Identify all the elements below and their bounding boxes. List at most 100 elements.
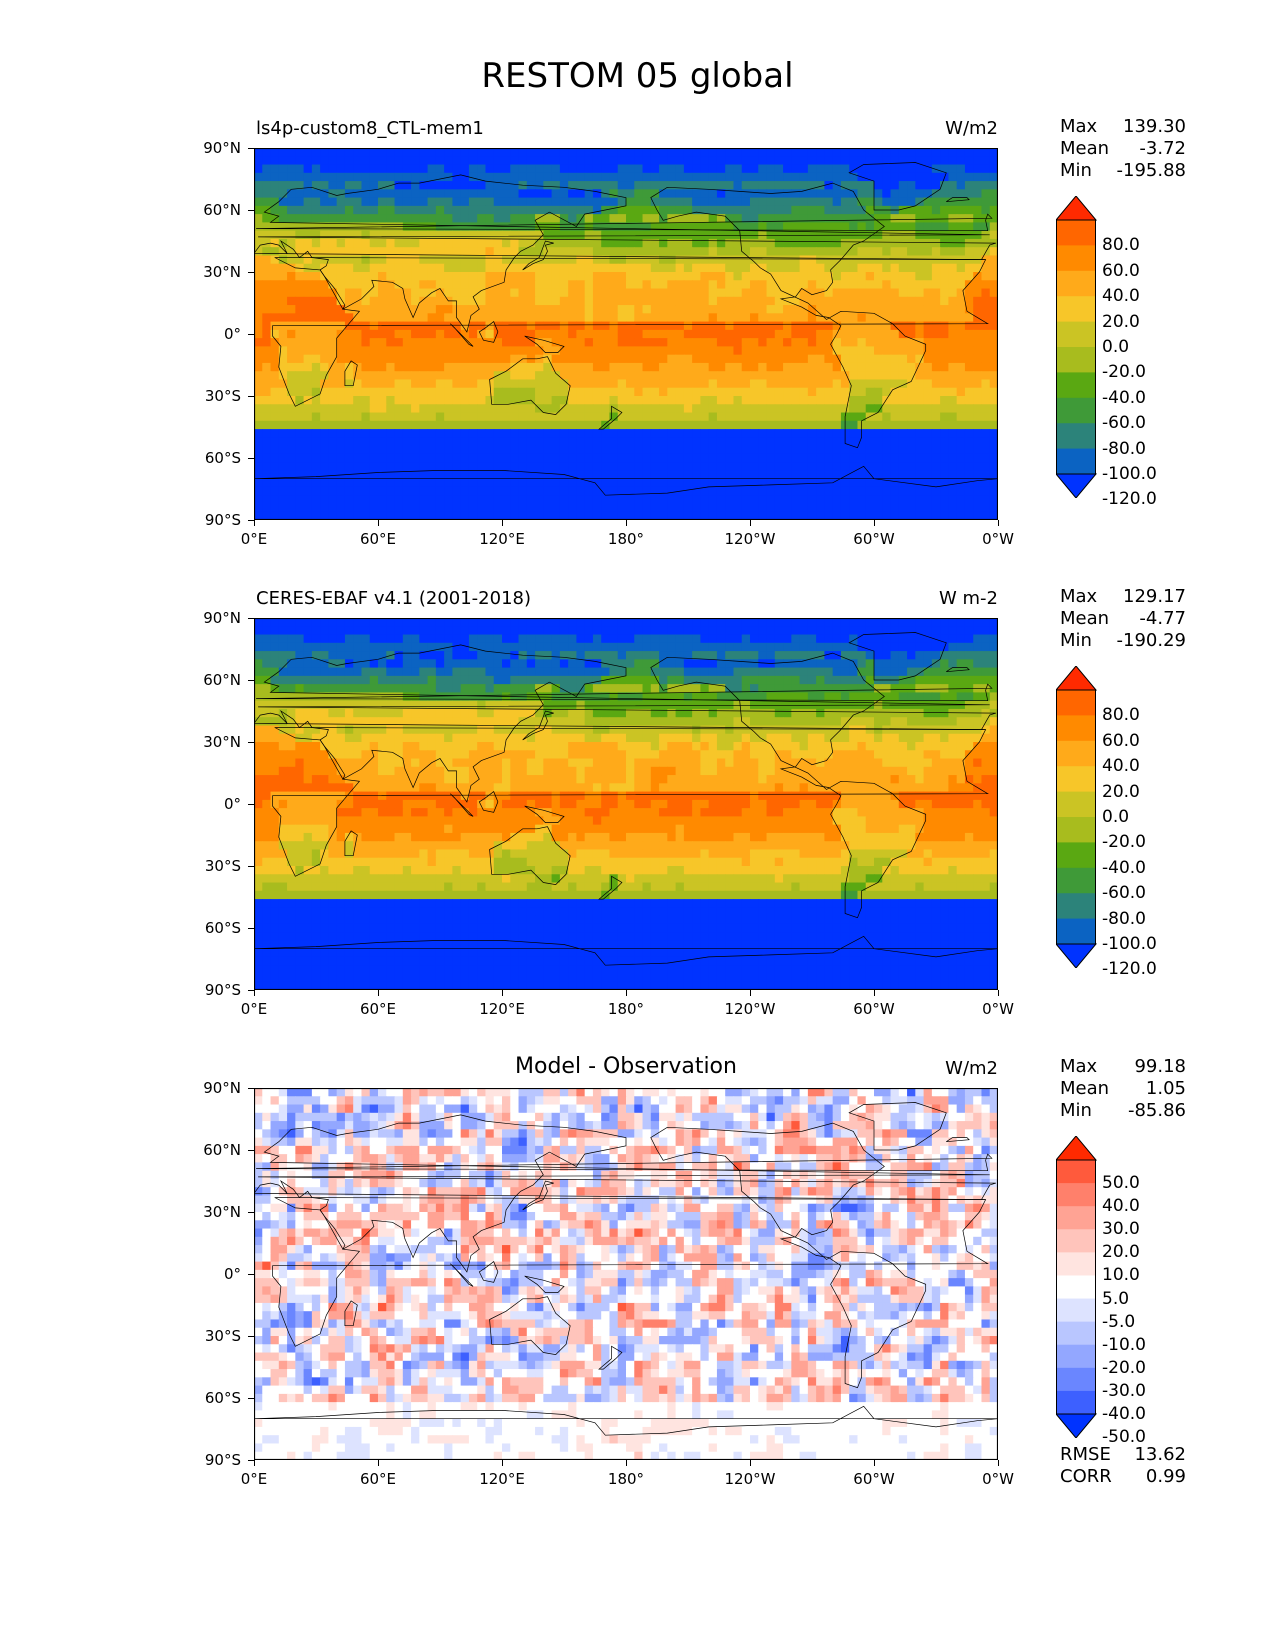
- field-cell: [452, 329, 462, 339]
- field-cell: [898, 387, 908, 397]
- longitude-label: 120°E: [479, 530, 525, 548]
- field-cell: [361, 321, 371, 331]
- field-cell: [642, 272, 652, 281]
- coastline: [254, 465, 998, 496]
- field-cell: [311, 412, 321, 422]
- field-cell: [725, 238, 735, 248]
- field-cell: [435, 164, 445, 174]
- field-cell: [468, 634, 478, 644]
- field-cell: [874, 511, 883, 520]
- field-cell: [510, 362, 520, 372]
- field-cell: [849, 618, 859, 627]
- field-cell: [411, 486, 420, 496]
- field-cell: [956, 222, 966, 232]
- field-cell: [708, 429, 718, 438]
- field-cell: [824, 659, 834, 669]
- field-cell: [485, 238, 495, 248]
- field-cell: [568, 420, 577, 430]
- field-cell: [708, 420, 718, 430]
- field-cell: [468, 462, 478, 471]
- latitude-label: 60°S: [204, 449, 241, 467]
- field-cell: [295, 495, 305, 505]
- field-cell: [907, 296, 916, 306]
- field-cell: [427, 503, 437, 513]
- field-cell: [816, 181, 825, 190]
- field-cell: [617, 346, 627, 356]
- field-cell: [940, 305, 949, 314]
- field-cell: [667, 462, 677, 471]
- field-cell: [592, 404, 602, 414]
- field-cell: [964, 238, 974, 248]
- field-cell: [956, 346, 966, 356]
- field-cell: [700, 321, 710, 331]
- field-cell: [287, 263, 296, 273]
- field-cell: [907, 420, 916, 430]
- field-cell: [989, 354, 998, 364]
- field-cell: [287, 379, 296, 389]
- field-cell: [328, 148, 338, 157]
- field-cell: [650, 362, 660, 372]
- field-cell: [915, 387, 925, 397]
- field-cell: [336, 412, 346, 422]
- field-cell: [708, 148, 718, 157]
- field-cell: [551, 272, 561, 281]
- field-cell: [320, 486, 329, 496]
- field-cell: [981, 313, 991, 323]
- field-cell: [940, 445, 949, 455]
- field-cell: [849, 412, 859, 422]
- field-cell: [576, 189, 586, 199]
- field-cell: [477, 453, 487, 463]
- field-cell: [716, 329, 726, 339]
- field-cell: [766, 346, 776, 356]
- field-cell: [344, 626, 354, 636]
- field-cell: [683, 272, 693, 281]
- field-cell: [741, 651, 751, 660]
- field-cell: [849, 379, 859, 389]
- field-cell: [468, 148, 478, 157]
- field-cell: [750, 412, 759, 422]
- field-cell: [964, 675, 974, 685]
- field-cell: [411, 684, 420, 693]
- field-cell: [750, 305, 759, 314]
- field-cell: [584, 238, 594, 248]
- field-cell: [452, 164, 462, 174]
- field-cell: [766, 445, 776, 455]
- field-cell: [799, 412, 809, 422]
- field-cell: [741, 197, 751, 207]
- field-cell: [353, 263, 363, 273]
- field-cell: [493, 164, 503, 174]
- coastline: [598, 405, 623, 430]
- field-cell: [940, 429, 949, 438]
- field-cell: [394, 618, 404, 627]
- field-cell: [799, 486, 809, 496]
- field-cell: [468, 642, 478, 652]
- field-cell: [683, 651, 693, 660]
- field-cell: [915, 205, 925, 215]
- field-cell: [915, 626, 925, 636]
- field-cell: [278, 205, 288, 215]
- field-cell: [419, 222, 429, 232]
- field-cell: [518, 675, 528, 685]
- field-cell: [468, 470, 478, 480]
- field-cell: [419, 618, 429, 627]
- field-cell: [783, 618, 792, 627]
- field-cell: [783, 667, 792, 677]
- field-cell: [683, 321, 693, 331]
- field-cell: [733, 453, 743, 463]
- field-cell: [444, 470, 453, 480]
- field-cell: [948, 181, 958, 190]
- field-cell: [386, 329, 396, 339]
- field-cell: [758, 321, 768, 331]
- field-cell: [551, 238, 561, 248]
- field-cell: [807, 379, 817, 389]
- field-cell: [832, 634, 842, 644]
- field-cell: [551, 379, 561, 389]
- field-cell: [857, 470, 867, 480]
- field-cell: [898, 462, 908, 471]
- field-cell: [733, 396, 743, 405]
- field-cell: [394, 675, 404, 685]
- field-cell: [303, 156, 313, 166]
- field-cell: [477, 379, 487, 389]
- field-cell: [592, 346, 602, 356]
- field-cell: [568, 478, 577, 488]
